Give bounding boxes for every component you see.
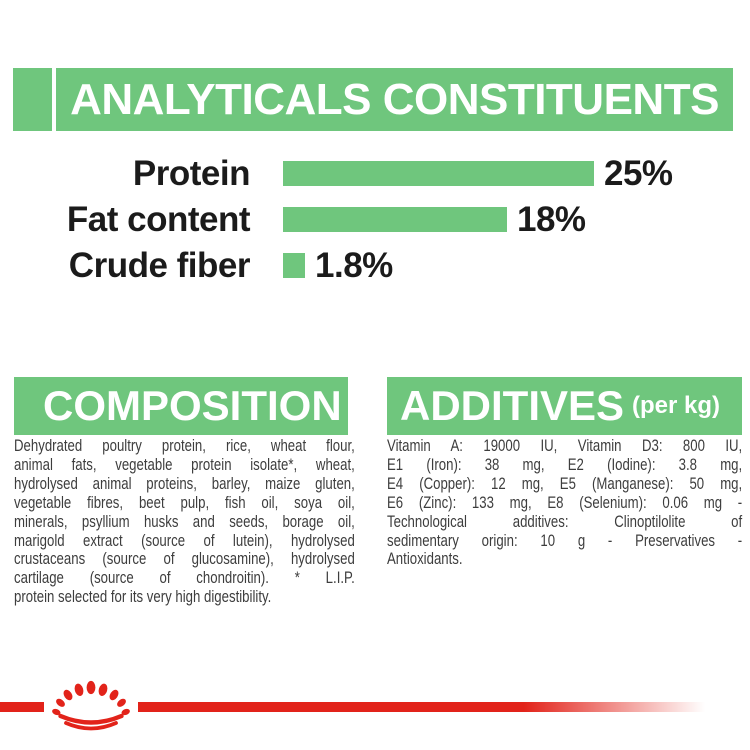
- additives-per-kg-suffix: (per kg): [632, 392, 721, 419]
- text-line: sedimentary origin: 10 g - Preservatives…: [387, 531, 743, 550]
- text-line: animal fats, vegetable protein isolate*,…: [14, 455, 355, 474]
- analyticals-title: ANALYTICALS CONSTITUENTS: [70, 75, 719, 124]
- composition-text: Dehydrated poultry protein, rice, wheat …: [14, 437, 355, 607]
- brand-stripe-right: [138, 702, 705, 712]
- text-line: vegetable fibres, beet pulp, fish oil, s…: [14, 493, 355, 512]
- additives-title: ADDITIVES: [400, 382, 625, 429]
- bar-row: Fat content 18%: [0, 200, 750, 239]
- text-line: Vitamin A: 19000 IU, Vitamin D3: 800 IU,: [387, 437, 743, 455]
- bar-value-label: 1.8%: [315, 245, 393, 285]
- bar: [283, 253, 305, 278]
- text-line: marigold extract (source of lutein), hyd…: [14, 531, 355, 550]
- text-line: Technological additives: Clinoptilolite …: [387, 512, 743, 531]
- bar: [283, 161, 594, 186]
- analyticals-bars: Protein 25% Fat content 18% Crude fiber 1.8%: [0, 0, 750, 310]
- bar-category-label: Protein: [132, 153, 251, 193]
- text-line: E1 (Iron): 38 mg, E2 (Iodine): 3.8 mg,: [387, 455, 743, 474]
- brand-stripe-left: [0, 702, 44, 712]
- additives-header-band: ADDITIVES (per kg): [387, 377, 742, 435]
- text-line: Dehydrated poultry protein, rice, wheat …: [14, 437, 355, 455]
- text-line: crustaceans (source of glucosamine), hyd…: [14, 550, 355, 569]
- analyticals-header-band: ANALYTICALS CONSTITUENTS: [56, 68, 733, 131]
- bar-category-label: Crude fiber: [68, 245, 251, 285]
- text-line: protein selected for its very high diges…: [14, 588, 272, 607]
- text-line: cartilage (source of chondroitin). * L.I…: [14, 569, 355, 588]
- royal-canin-crown-paw-icon: [52, 680, 130, 731]
- bar-value-label: 25%: [604, 153, 673, 193]
- text-line: Antioxidants.: [387, 550, 463, 569]
- bar-category-label: Fat content: [66, 199, 251, 239]
- bar-row: Protein 25%: [0, 154, 750, 193]
- text-line: E4 (Copper): 12 mg, E5 (Manganese): 50 m…: [387, 474, 743, 493]
- text-line: minerals, psyllium husks and seeds, bora…: [14, 512, 355, 531]
- text-line: hydrolysed animal proteins, barley, maiz…: [14, 474, 355, 493]
- composition-title: COMPOSITION: [43, 382, 342, 429]
- additives-text: Vitamin A: 19000 IU, Vitamin D3: 800 IU,…: [387, 437, 742, 569]
- bar: [283, 207, 507, 232]
- composition-header-band: COMPOSITION: [14, 377, 348, 435]
- bar-value-label: 18%: [517, 199, 586, 239]
- text-line: E6 (Zinc): 133 mg, E8 (Selenium): 0.06 m…: [387, 493, 743, 512]
- bar-row: Crude fiber 1.8%: [0, 246, 750, 285]
- header-accent-square: [13, 68, 52, 131]
